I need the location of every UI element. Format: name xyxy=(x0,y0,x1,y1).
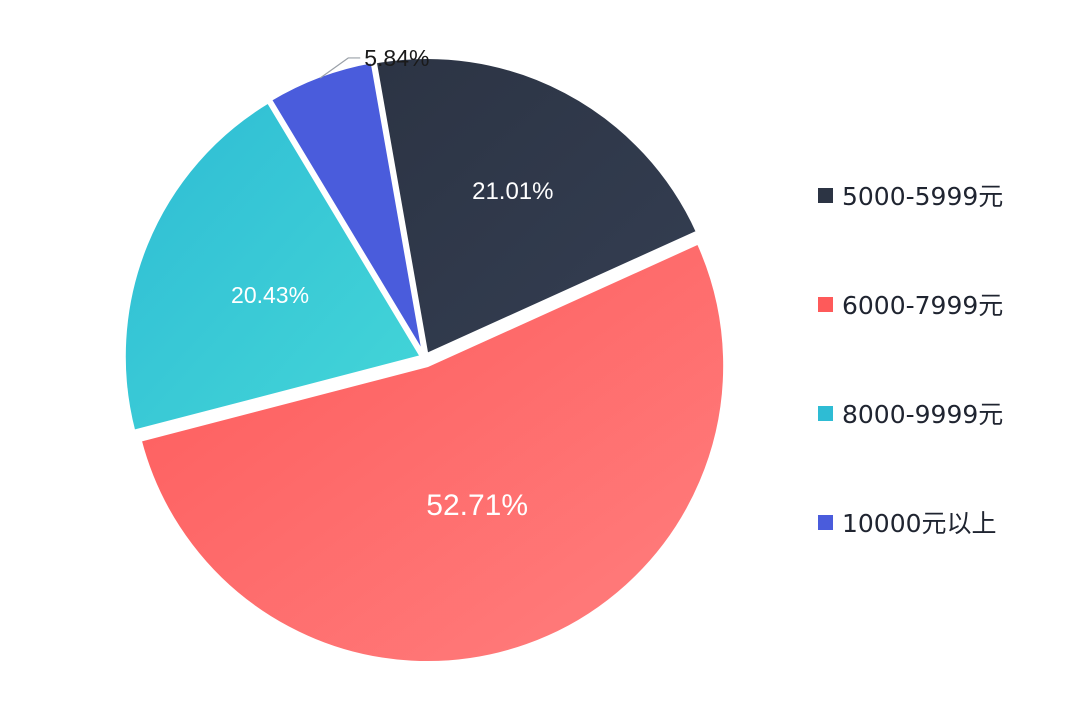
legend-item-8000-9999: 8000-9999元 xyxy=(818,394,1003,432)
pie-slice-2 xyxy=(122,100,423,433)
slice-label-0: 21.01% xyxy=(472,178,553,205)
legend-label: 10000元以上 xyxy=(842,509,997,538)
legend: 5000-5999元 6000-7999元 8000-9999元 10000元以… xyxy=(818,176,1003,612)
leader-line-3 xyxy=(319,57,361,79)
slices-layer xyxy=(122,55,727,664)
legend-item-6000-7999: 6000-7999元 xyxy=(818,285,1003,323)
legend-label: 8000-9999元 xyxy=(842,400,1004,429)
labels-layer: 21.01% 52.71% 20.43% 5.84% xyxy=(231,45,553,522)
legend-swatch xyxy=(818,514,833,530)
pie-slice-1 xyxy=(138,241,727,664)
legend-swatch xyxy=(818,187,833,203)
legend-item-10000-plus: 10000元以上 xyxy=(818,503,1003,541)
legend-label: 6000-7999元 xyxy=(842,291,1004,320)
slice-label-3: 5.84% xyxy=(364,45,429,71)
legend-item-5000-5999: 5000-5999元 xyxy=(818,176,1003,214)
legend-label: 5000-5999元 xyxy=(842,182,1004,211)
slice-label-1: 52.71% xyxy=(426,489,528,522)
pie-slice-3 xyxy=(269,60,426,356)
pie-slice-0 xyxy=(373,55,699,356)
slice-label-2: 20.43% xyxy=(231,282,309,308)
legend-swatch xyxy=(818,296,833,312)
legend-swatch xyxy=(818,405,833,421)
